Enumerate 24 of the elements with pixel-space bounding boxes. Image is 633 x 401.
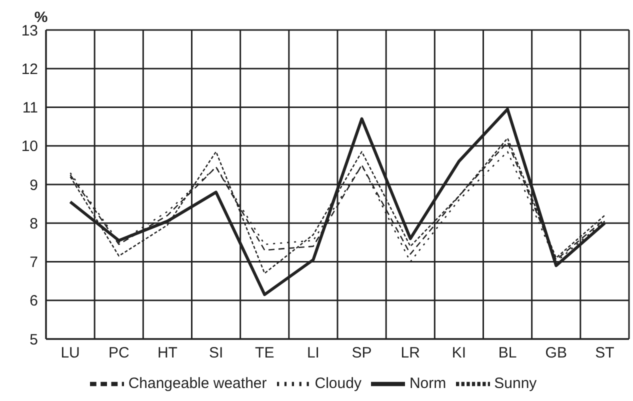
x-tick-label: LU xyxy=(60,344,80,362)
y-tick-label: 11 xyxy=(22,100,38,117)
y-tick-label: 12 xyxy=(21,60,38,78)
y-tick-label: 10 xyxy=(21,138,38,156)
y-tick-label: 8 xyxy=(30,215,38,232)
legend-label: Changeable weather xyxy=(128,374,267,392)
x-tick-label: TE xyxy=(255,344,274,362)
y-tick-label: 9 xyxy=(30,176,38,194)
x-tick-label: SP xyxy=(352,344,372,362)
x-tick-label: LI xyxy=(306,344,320,362)
x-tick-label: LR xyxy=(400,344,420,362)
legend-label: Cloudy xyxy=(314,374,362,392)
y-tick-label: 7 xyxy=(30,254,38,272)
x-tick-label: ST xyxy=(595,344,614,362)
x-tick-label: SI xyxy=(208,344,224,362)
x-tick-label: PC xyxy=(108,344,130,362)
x-tick-label: GB xyxy=(545,344,567,362)
y-tick-label: 5 xyxy=(30,331,38,348)
legend-label: Sunny xyxy=(494,374,537,392)
y-tick-label: 6 xyxy=(30,292,38,310)
x-tick-label: BL xyxy=(498,344,517,362)
x-tick-label: HT xyxy=(157,344,178,362)
legend-label: Norm xyxy=(409,374,446,392)
x-tick-label: KI xyxy=(452,344,466,362)
